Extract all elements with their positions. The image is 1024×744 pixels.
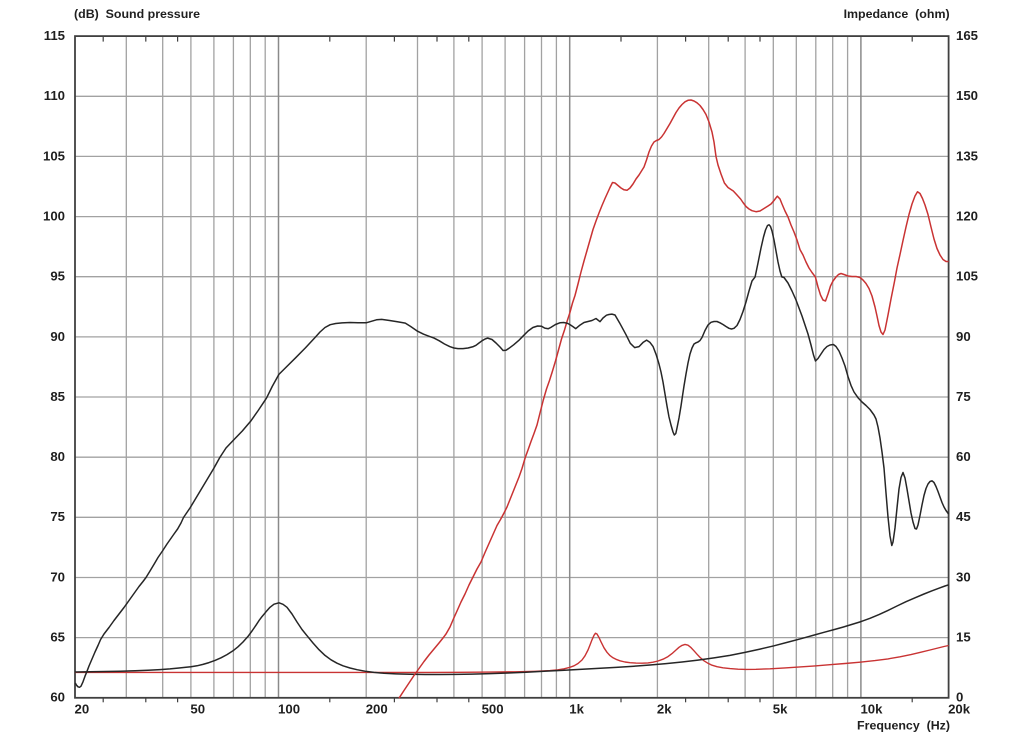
- svg-text:2k: 2k: [657, 702, 672, 717]
- svg-text:165: 165: [956, 28, 978, 43]
- svg-text:1k: 1k: [569, 702, 584, 717]
- svg-text:15: 15: [956, 630, 971, 645]
- svg-text:80: 80: [50, 449, 65, 464]
- svg-text:Frequency (Hz): Frequency (Hz): [857, 719, 950, 733]
- svg-text:150: 150: [956, 88, 978, 103]
- svg-text:110: 110: [44, 88, 65, 103]
- svg-text:90: 90: [956, 329, 971, 344]
- svg-text:20k: 20k: [948, 702, 971, 717]
- svg-text:50: 50: [190, 702, 205, 717]
- svg-text:30: 30: [956, 569, 971, 584]
- svg-text:Impedance (ohm): Impedance (ohm): [844, 7, 950, 21]
- svg-text:105: 105: [43, 148, 65, 163]
- svg-text:70: 70: [50, 569, 65, 584]
- svg-text:20: 20: [75, 702, 90, 717]
- svg-text:5k: 5k: [773, 702, 788, 717]
- svg-text:200: 200: [366, 702, 388, 717]
- svg-text:85: 85: [50, 389, 65, 404]
- svg-text:100: 100: [43, 208, 65, 223]
- svg-text:500: 500: [482, 702, 504, 717]
- svg-text:65: 65: [50, 630, 65, 645]
- svg-text:75: 75: [956, 389, 971, 404]
- svg-text:(dB) Sound pressure: (dB) Sound pressure: [74, 7, 200, 21]
- svg-text:0: 0: [956, 690, 963, 705]
- svg-text:45: 45: [956, 509, 971, 524]
- svg-text:120: 120: [956, 208, 978, 223]
- svg-text:60: 60: [50, 690, 65, 705]
- svg-text:105: 105: [956, 269, 978, 284]
- svg-text:95: 95: [50, 269, 65, 284]
- svg-text:75: 75: [50, 509, 65, 524]
- svg-text:60: 60: [956, 449, 971, 464]
- svg-text:115: 115: [44, 28, 65, 43]
- svg-text:10k: 10k: [860, 702, 883, 717]
- svg-text:90: 90: [50, 329, 65, 344]
- svg-text:100: 100: [278, 702, 300, 717]
- svg-text:135: 135: [956, 148, 978, 163]
